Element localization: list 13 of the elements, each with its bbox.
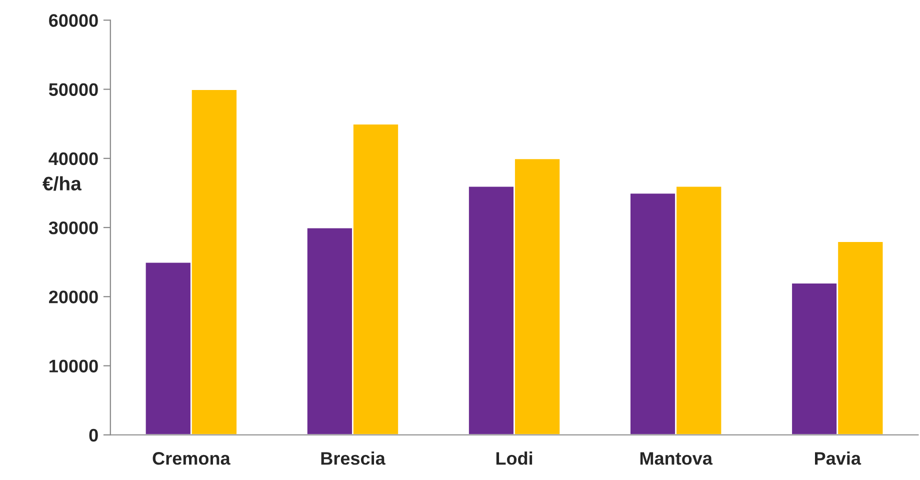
y-tick-label: 10000 bbox=[50, 360, 98, 372]
x-tick-label: Brescia bbox=[321, 452, 386, 465]
y-axis-title: €/ha bbox=[42, 176, 82, 191]
y-tick-label: 20000 bbox=[49, 290, 98, 304]
y-tick-label: 40000 bbox=[48, 152, 98, 166]
y-tick-label: 50000 bbox=[48, 83, 98, 96]
y-tick-label: 30000 bbox=[48, 221, 98, 234]
x-tick-label: Lodi bbox=[496, 452, 532, 465]
y-tick-label: 0 bbox=[89, 428, 98, 442]
x-tick-label: Cremona bbox=[152, 452, 230, 465]
y-tick-label: 60000 bbox=[49, 14, 98, 27]
x-tick-label: Mantova bbox=[640, 452, 713, 465]
x-tick-label: Pavia bbox=[815, 452, 862, 465]
